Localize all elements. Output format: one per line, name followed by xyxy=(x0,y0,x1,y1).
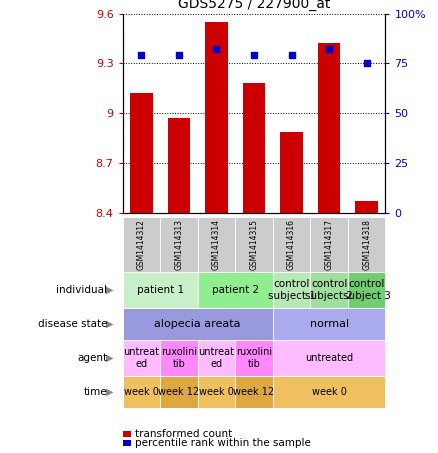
Text: patient 1: patient 1 xyxy=(137,285,184,295)
Title: GDS5275 / 227900_at: GDS5275 / 227900_at xyxy=(178,0,330,11)
Text: control
subject 1: control subject 1 xyxy=(268,279,315,301)
Point xyxy=(325,46,332,53)
Text: ruxolini
tib: ruxolini tib xyxy=(161,347,197,369)
Point xyxy=(138,52,145,59)
Text: disease state: disease state xyxy=(38,319,107,329)
Point xyxy=(213,46,220,53)
Text: ▶: ▶ xyxy=(106,285,114,295)
Bar xyxy=(318,43,340,213)
Text: GSM1414316: GSM1414316 xyxy=(287,219,296,270)
Text: ▶: ▶ xyxy=(106,353,114,363)
Text: GSM1414312: GSM1414312 xyxy=(137,219,146,270)
Text: untreat
ed: untreat ed xyxy=(124,347,159,369)
Bar xyxy=(243,83,265,213)
Text: ▶: ▶ xyxy=(106,387,114,397)
Bar xyxy=(130,93,153,213)
Text: transformed count: transformed count xyxy=(135,429,232,439)
Point xyxy=(176,52,183,59)
Text: control
subject 2: control subject 2 xyxy=(305,279,353,301)
Text: ▶: ▶ xyxy=(106,319,114,329)
Text: untreated: untreated xyxy=(305,353,353,363)
Text: GSM1414315: GSM1414315 xyxy=(250,219,258,270)
Bar xyxy=(355,201,378,213)
Text: normal: normal xyxy=(310,319,349,329)
Point xyxy=(288,52,295,59)
Text: week 12: week 12 xyxy=(159,387,200,397)
Text: week 0: week 0 xyxy=(124,387,159,397)
Text: week 12: week 12 xyxy=(233,387,275,397)
Text: GSM1414318: GSM1414318 xyxy=(362,219,371,270)
Text: GSM1414313: GSM1414313 xyxy=(174,219,184,270)
Point xyxy=(363,60,370,67)
Text: week 0: week 0 xyxy=(312,387,346,397)
Text: agent: agent xyxy=(77,353,107,363)
Text: percentile rank within the sample: percentile rank within the sample xyxy=(135,438,311,448)
Text: ruxolini
tib: ruxolini tib xyxy=(236,347,272,369)
Text: individual: individual xyxy=(57,285,107,295)
Text: untreat
ed: untreat ed xyxy=(198,347,234,369)
Text: week 0: week 0 xyxy=(199,387,234,397)
Point xyxy=(251,52,258,59)
Text: control
subject 3: control subject 3 xyxy=(343,279,391,301)
Text: alopecia areata: alopecia areata xyxy=(155,319,241,329)
Bar xyxy=(205,22,228,213)
Bar xyxy=(168,118,190,213)
Text: GSM1414317: GSM1414317 xyxy=(325,219,334,270)
Text: time: time xyxy=(84,387,107,397)
Bar xyxy=(280,131,303,213)
Text: patient 2: patient 2 xyxy=(212,285,259,295)
Text: GSM1414314: GSM1414314 xyxy=(212,219,221,270)
